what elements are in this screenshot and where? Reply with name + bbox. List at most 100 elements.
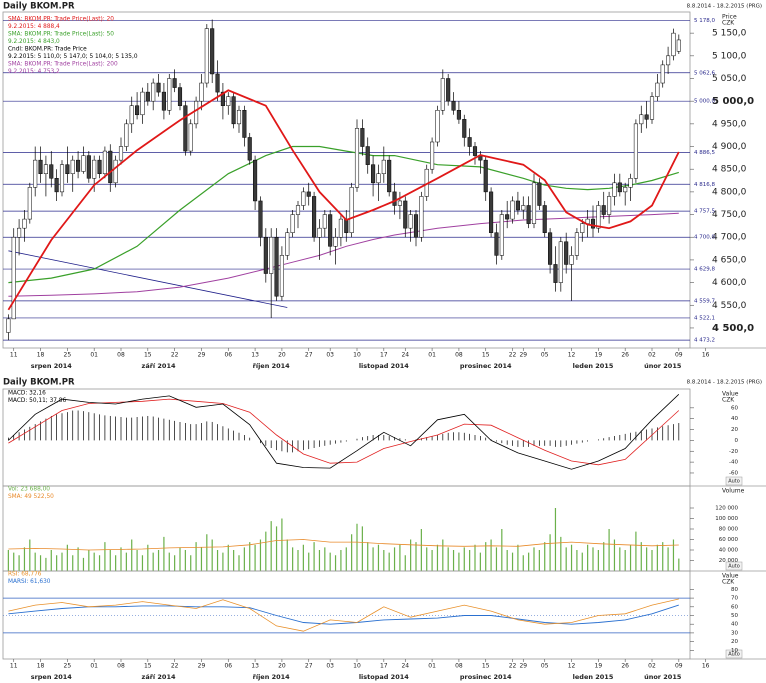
volume-bar: [506, 550, 508, 571]
y-tick-label: 40: [731, 622, 738, 628]
x-tick-label: 10: [353, 663, 361, 670]
x-tick-label: 05: [541, 663, 549, 670]
candle-body: [338, 218, 343, 238]
y-tick-label: 40: [731, 416, 738, 422]
candle-body: [242, 109, 247, 138]
volume-bar: [345, 547, 347, 571]
x-tick-label: 02: [648, 663, 656, 670]
candle-body: [194, 100, 199, 125]
badge-box: [725, 476, 743, 486]
volume-bar: [367, 542, 369, 571]
candle-body: [349, 187, 354, 233]
candle-body: [145, 91, 150, 102]
x-tick-label: 25: [64, 352, 72, 359]
x-tick-label: 20: [278, 352, 286, 359]
volume-bar: [275, 526, 278, 571]
y-tick-label: 5 100,0: [712, 51, 747, 61]
candle-body: [392, 191, 397, 206]
volume-bar: [597, 550, 599, 571]
volume-sma-line: [8, 539, 679, 551]
badge-box: [725, 561, 743, 571]
volume-bar: [662, 542, 664, 571]
x-tick-label: 16: [702, 352, 710, 359]
volume-bar: [565, 547, 567, 571]
candle-body: [580, 223, 585, 233]
legend-entry: SMA: BKOM.PR: Trade Price(Last): 200: [8, 62, 118, 68]
volume-bar: [436, 544, 439, 571]
volume-bar: [399, 544, 401, 571]
x-tick-label: 02: [648, 352, 656, 359]
volume-bar: [313, 542, 315, 571]
volume-bar: [238, 555, 240, 571]
candle-body: [574, 232, 579, 256]
signal-line: [8, 398, 680, 466]
candle-body: [387, 159, 392, 193]
volume-bar: [490, 539, 492, 571]
volume-bar: [292, 547, 294, 571]
volume-bar: [393, 547, 396, 571]
volume-bar: [442, 539, 444, 571]
volume-bar: [318, 550, 321, 571]
candle-body: [129, 105, 134, 125]
y-tick-label: -60: [729, 470, 738, 476]
volume-bar: [168, 552, 170, 571]
volume-bar: [120, 547, 122, 571]
candle-body: [644, 114, 649, 120]
candle-body: [290, 214, 295, 233]
macd-line: [8, 394, 680, 470]
candle-body: [623, 187, 628, 193]
y-tick-label: 40 000: [719, 548, 739, 554]
month-label: prosinec 2014: [460, 673, 512, 681]
x-tick-label: 29: [198, 352, 206, 359]
legend-entry: RSI: 68,776: [8, 572, 42, 578]
x-tick-label: 24: [401, 352, 409, 359]
x-tick-label: 22: [171, 663, 179, 670]
y-tick-label: 100 000: [715, 516, 738, 522]
axis-header: Value: [722, 391, 739, 398]
volume-bar: [115, 555, 117, 571]
candle-body: [258, 200, 263, 238]
candle-body: [413, 214, 419, 238]
candle-body: [365, 146, 370, 165]
level-label: 4 559,7: [694, 298, 715, 304]
candle-body: [628, 178, 633, 188]
month-label: listopad 2014: [359, 362, 409, 370]
candle-body: [531, 182, 537, 224]
candle-body: [54, 178, 59, 193]
x-tick-label: 03: [326, 663, 334, 670]
badge-box: [725, 649, 743, 659]
x-tick-label: 16: [702, 663, 710, 670]
candle-body: [397, 200, 402, 206]
candle-body: [489, 191, 494, 233]
x-tick-label: 26: [621, 352, 629, 359]
volume-bar: [635, 531, 637, 571]
volume-bar: [109, 550, 111, 571]
y-tick-label: 20: [731, 427, 738, 433]
month-label: únor 2015: [644, 362, 682, 370]
x-tick-label: 27: [305, 663, 313, 670]
volume-bar: [222, 552, 224, 571]
candle-body: [548, 232, 553, 265]
x-tick-label: 13: [251, 352, 259, 359]
volume-bar: [286, 539, 288, 571]
legend-value: 9.2.2015: 5 110,0; 5 147,0; 5 104,0; 5 1…: [8, 54, 138, 60]
y-tick-label: 60: [731, 604, 738, 610]
volume-bar: [646, 547, 648, 571]
month-label: září 2014: [142, 673, 176, 681]
x-tick-label: 11: [10, 352, 18, 359]
candle-body: [419, 196, 424, 238]
x-tick-label: 19: [595, 663, 603, 670]
candle-body: [660, 64, 665, 84]
volume-bar: [18, 555, 20, 571]
candle-body: [70, 159, 75, 174]
candle-body: [215, 73, 220, 93]
volume-bar: [613, 539, 616, 571]
volume-bar: [131, 539, 133, 571]
candle-body: [124, 123, 129, 147]
y-tick-label: 5 150,0: [712, 29, 747, 39]
volume-bar: [619, 547, 621, 571]
candle-body: [440, 78, 445, 111]
legend-entry: Vol: 23 688,00: [8, 487, 50, 493]
volume-bar: [517, 544, 519, 571]
candle-body: [22, 218, 27, 229]
